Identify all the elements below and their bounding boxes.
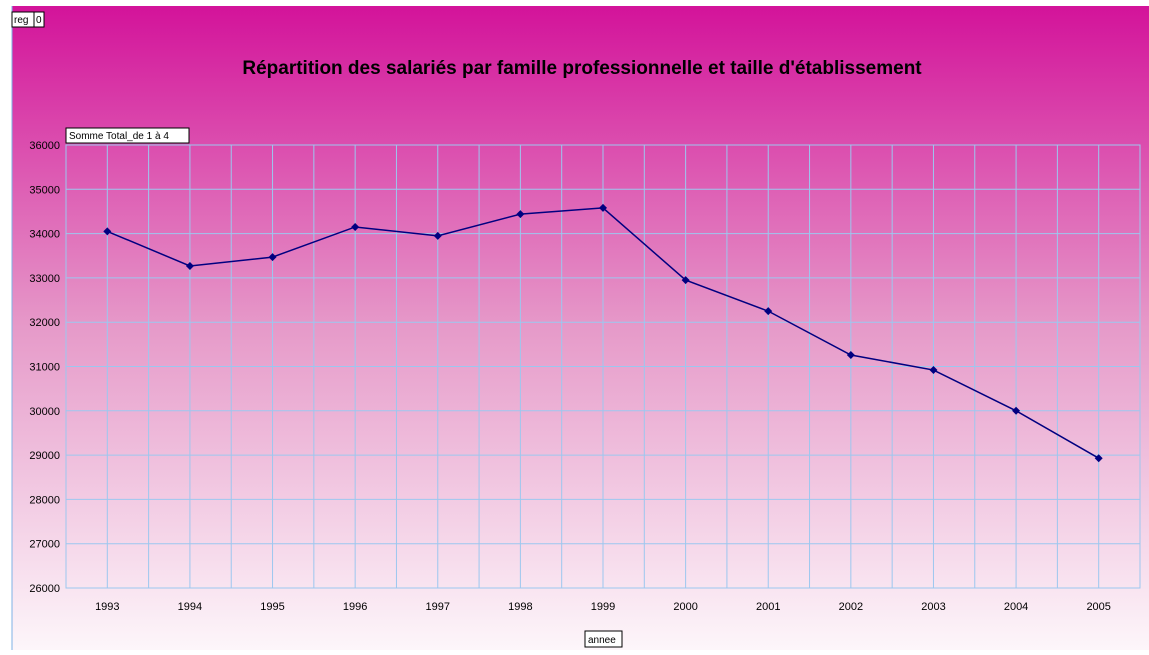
y-tick-label: 28000 [29,494,60,506]
data-point [846,350,855,359]
y-tick-label: 26000 [29,583,60,595]
data-point [516,210,525,219]
y-tick-label: 32000 [29,317,60,329]
x-tick-label: 1996 [343,601,367,613]
filter-name: reg [14,15,28,26]
y-tick-label: 36000 [29,140,60,152]
data-point [268,253,277,262]
data-point [185,261,194,270]
x-tick-label: 2001 [756,601,780,613]
data-point [1094,454,1103,463]
x-tick-label: 2004 [1004,601,1028,613]
series-field: Somme Total_de 1 à 4 [69,131,169,142]
data-point [1012,406,1021,415]
data-point [351,222,360,231]
data-point [433,231,442,240]
x-tick-label: 1993 [95,601,119,613]
data-point [929,366,938,375]
chart-title: Répartition des salariés par famille pro… [242,58,922,79]
x-tick-label: 1994 [178,601,202,613]
x-tick-label: 1995 [260,601,284,613]
y-tick-label: 30000 [29,406,60,418]
y-tick-label: 33000 [29,273,60,285]
category-field: annee [588,635,616,646]
y-tick-label: 31000 [29,362,60,374]
category-field-button[interactable] [584,630,623,648]
x-tick-label: 2000 [673,601,697,613]
x-tick-label: 1999 [591,601,615,613]
x-tick-label: 2003 [921,601,945,613]
filter-value-box[interactable] [33,11,45,28]
data-point [599,203,607,212]
x-tick-label: 1997 [426,601,450,613]
filter-value: 0 [36,15,42,26]
y-tick-label: 29000 [29,450,60,462]
y-tick-label: 27000 [29,539,60,551]
x-tick-label: 1998 [508,601,532,613]
data-point [681,276,690,285]
x-tick-label: 2005 [1086,601,1110,613]
y-tick-label: 34000 [29,229,60,241]
y-tick-label: 35000 [29,184,60,196]
data-point [103,227,112,236]
series-field-button[interactable] [65,127,190,144]
data-point [764,307,773,316]
x-tick-label: 2002 [839,601,863,613]
chart-background [12,6,1149,650]
